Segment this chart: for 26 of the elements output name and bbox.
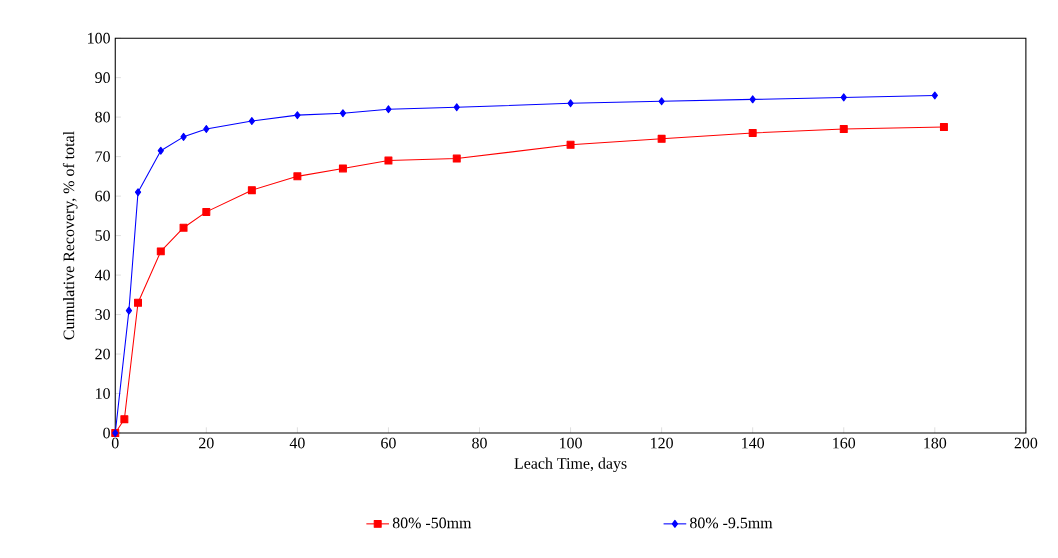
y-tick-label: 0 xyxy=(103,427,110,439)
x-tick-label: 180 xyxy=(924,437,947,449)
x-tick-label: 140 xyxy=(742,437,765,449)
x-tick-label: 120 xyxy=(651,437,673,449)
y-axis-title: Cumulative Recovery, % of total xyxy=(62,131,78,340)
y-tick-label: 60 xyxy=(95,190,110,202)
y-tick-label: 90 xyxy=(95,72,110,84)
x-tick-label: 100 xyxy=(560,437,582,449)
x-tick-label: 80 xyxy=(472,437,487,449)
x-tick-label: 60 xyxy=(381,437,396,449)
x-tick-label: 160 xyxy=(833,437,856,449)
x-tick-label: 20 xyxy=(199,437,214,449)
legend-label: 80% -9.5mm xyxy=(690,517,773,529)
y-tick-label: 100 xyxy=(88,32,110,44)
y-tick-label: 80 xyxy=(95,111,110,123)
y-tick-label: 20 xyxy=(95,348,110,360)
x-axis-title: Leach Time, days xyxy=(514,457,627,473)
x-tick-label: 0 xyxy=(111,437,119,449)
x-tick-label: 40 xyxy=(289,437,305,449)
y-tick-label: 30 xyxy=(95,309,110,321)
y-tick-label: 10 xyxy=(96,388,110,400)
x-tick-label: 200 xyxy=(1014,437,1038,449)
y-tick-label: 40 xyxy=(94,269,110,281)
y-tick-label: 50 xyxy=(95,230,110,242)
legend-label: 80% -50mm xyxy=(392,517,472,529)
y-tick-label: 70 xyxy=(95,151,110,163)
